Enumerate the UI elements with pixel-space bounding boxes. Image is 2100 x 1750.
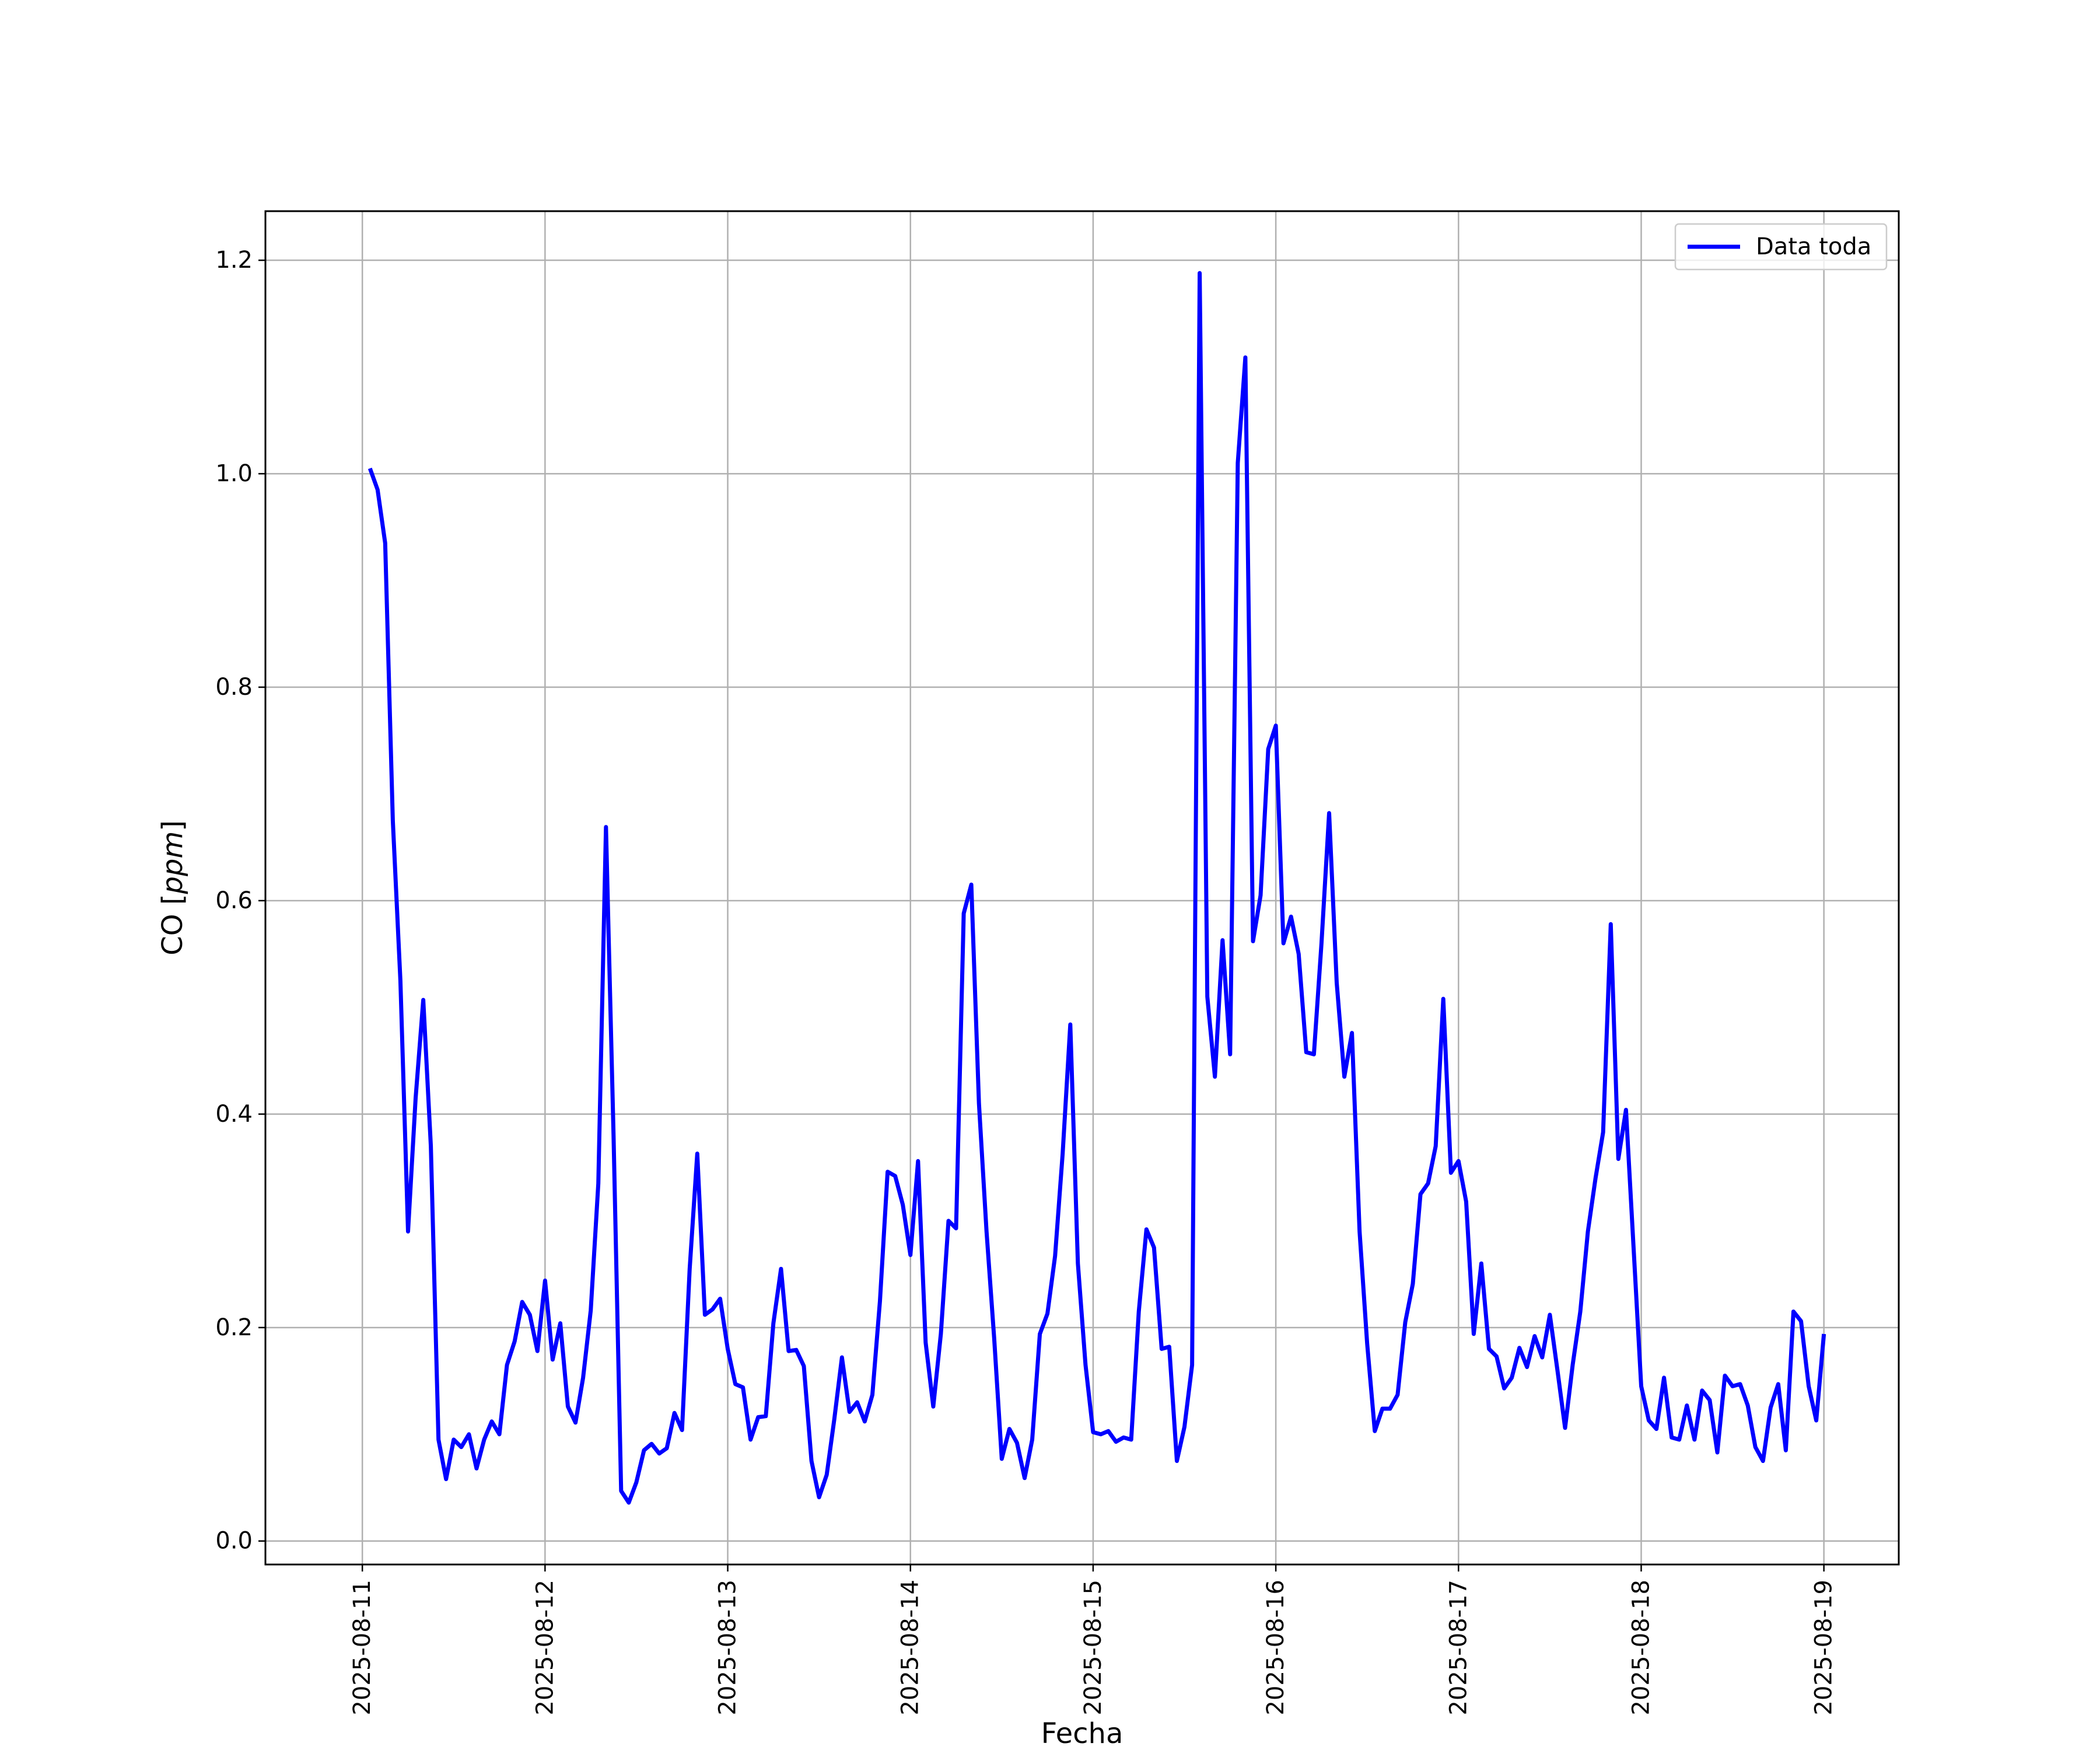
x-axis-label: Fecha [1041,1717,1124,1750]
series-line-data-toda [368,271,1826,1505]
y-axis-label-unit: ppm [156,831,189,895]
x-tick-label: 2025-08-11 [349,1580,376,1715]
y-tick-label: 0.8 [215,674,253,701]
x-tick-label: 2025-08-15 [1080,1580,1107,1715]
grid [265,211,1899,1564]
y-axis-label-prefix: CO [ [156,894,189,956]
y-axis-label-suffix: ] [156,820,189,831]
y-tick-label: 0.2 [215,1314,253,1341]
x-tick-label: 2025-08-19 [1811,1580,1838,1715]
x-tick-label: 2025-08-12 [531,1580,558,1715]
y-tick-label: 0.6 [215,887,253,914]
y-tick-label: 1.0 [215,460,253,487]
x-tick-label: 2025-08-17 [1445,1580,1472,1715]
legend: Data toda [1674,223,1888,271]
ticks [258,259,1825,1572]
tick-labels: 2025-08-11 2025-08-12 2025-08-13 2025-08-14… [215,247,1837,1715]
x-tick-label: 2025-08-18 [1628,1580,1654,1715]
legend-box [1674,223,1888,271]
plot-frame [264,210,1900,1566]
x-tick-label: 2025-08-16 [1262,1580,1289,1715]
legend-label: Data toda [1756,233,1871,260]
x-tick-label: 2025-08-13 [715,1580,741,1715]
y-axis-label: CO [ppm] [156,820,189,956]
y-tick-label: 0.0 [215,1528,253,1555]
y-tick-label: 1.2 [215,247,253,274]
y-tick-label: 0.4 [215,1101,253,1128]
x-tick-label: 2025-08-14 [897,1580,924,1715]
